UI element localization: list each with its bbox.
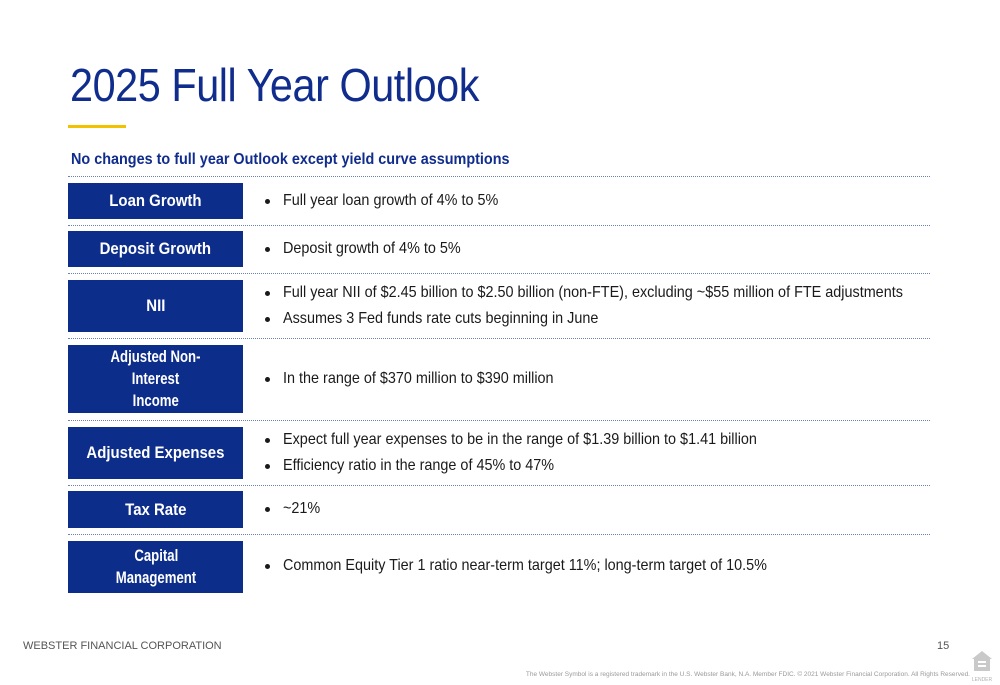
bullet-list: Full year NII of $2.45 billion to $2.50 … <box>263 280 972 332</box>
row-label: Deposit Growth <box>68 231 243 267</box>
divider <box>68 176 930 177</box>
divider <box>68 225 930 226</box>
outlook-row-adjusted-expenses: Adjusted Expenses Expect full year expen… <box>68 427 930 480</box>
title-accent-bar <box>68 125 126 128</box>
row-label-text: Capital Management <box>115 546 196 587</box>
bullet-list: Expect full year expenses to be in the r… <box>263 427 810 479</box>
bullet-item: Efficiency ratio in the range of 45% to … <box>263 453 810 479</box>
bullet-item: Common Equity Tier 1 ratio near-term tar… <box>263 553 821 579</box>
row-label-text: Loan Growth <box>109 191 202 210</box>
bullet-list: Common Equity Tier 1 ratio near-term tar… <box>263 553 821 579</box>
page-subtitle: No changes to full year Outlook except y… <box>71 151 510 168</box>
outlook-row-capital-management: Capital Management Common Equity Tier 1 r… <box>68 541 930 594</box>
row-label-text: Adjusted Non-Interest Income <box>110 347 201 410</box>
divider <box>68 420 930 421</box>
row-label: Capital Management <box>68 541 243 593</box>
row-label: Loan Growth <box>68 183 243 219</box>
page-title: 2025 Full Year Outlook <box>70 59 479 111</box>
divider <box>68 273 930 274</box>
lender-label: LENDER <box>971 677 993 683</box>
row-label-text: NII <box>145 296 166 315</box>
row-label: Tax Rate <box>68 491 243 528</box>
footer-company-name: WEBSTER FINANCIAL CORPORATION <box>23 640 222 652</box>
bullet-item: Expect full year expenses to be in the r… <box>263 427 810 453</box>
footer-disclaimer: The Webster Symbol is a registered trade… <box>525 671 970 678</box>
row-label-text: Deposit Growth <box>99 239 212 258</box>
row-label-text: Tax Rate <box>124 499 187 519</box>
bullet-item: In the range of $370 million to $390 mil… <box>263 366 584 392</box>
bullet-item: Deposit growth of 4% to 5% <box>263 236 480 262</box>
bullet-item: Full year NII of $2.45 billion to $2.50 … <box>263 280 972 306</box>
page-number: 15 <box>937 640 950 652</box>
bullet-list: ~21% <box>263 496 324 522</box>
outlook-row-tax-rate: Tax Rate ~21% <box>68 491 930 529</box>
divider <box>68 485 930 486</box>
row-label: Adjusted Expenses <box>68 427 243 479</box>
divider <box>68 338 930 339</box>
bullet-item: Full year loan growth of 4% to 5% <box>263 188 522 214</box>
outlook-row-nii: NII Full year NII of $2.45 billion to $2… <box>68 280 930 333</box>
row-label: NII <box>68 280 243 332</box>
equal-housing-lender-icon: LENDER <box>970 650 994 683</box>
outlook-row-adjusted-non-interest-income: Adjusted Non-Interest Income In the range… <box>68 345 930 414</box>
divider <box>68 534 930 535</box>
bullet-item: Assumes 3 Fed funds rate cuts beginning … <box>263 306 972 332</box>
outlook-row-loan-growth: Loan Growth Full year loan growth of 4% … <box>68 183 930 220</box>
row-label: Adjusted Non-Interest Income <box>68 345 243 413</box>
bullet-item: ~21% <box>263 496 324 522</box>
bullet-list: Deposit growth of 4% to 5% <box>263 236 480 262</box>
row-label-text: Adjusted Expenses <box>86 443 225 462</box>
outlook-row-deposit-growth: Deposit Growth Deposit growth of 4% to 5… <box>68 231 930 268</box>
bullet-list: In the range of $370 million to $390 mil… <box>263 366 584 392</box>
bullet-list: Full year loan growth of 4% to 5% <box>263 188 522 214</box>
